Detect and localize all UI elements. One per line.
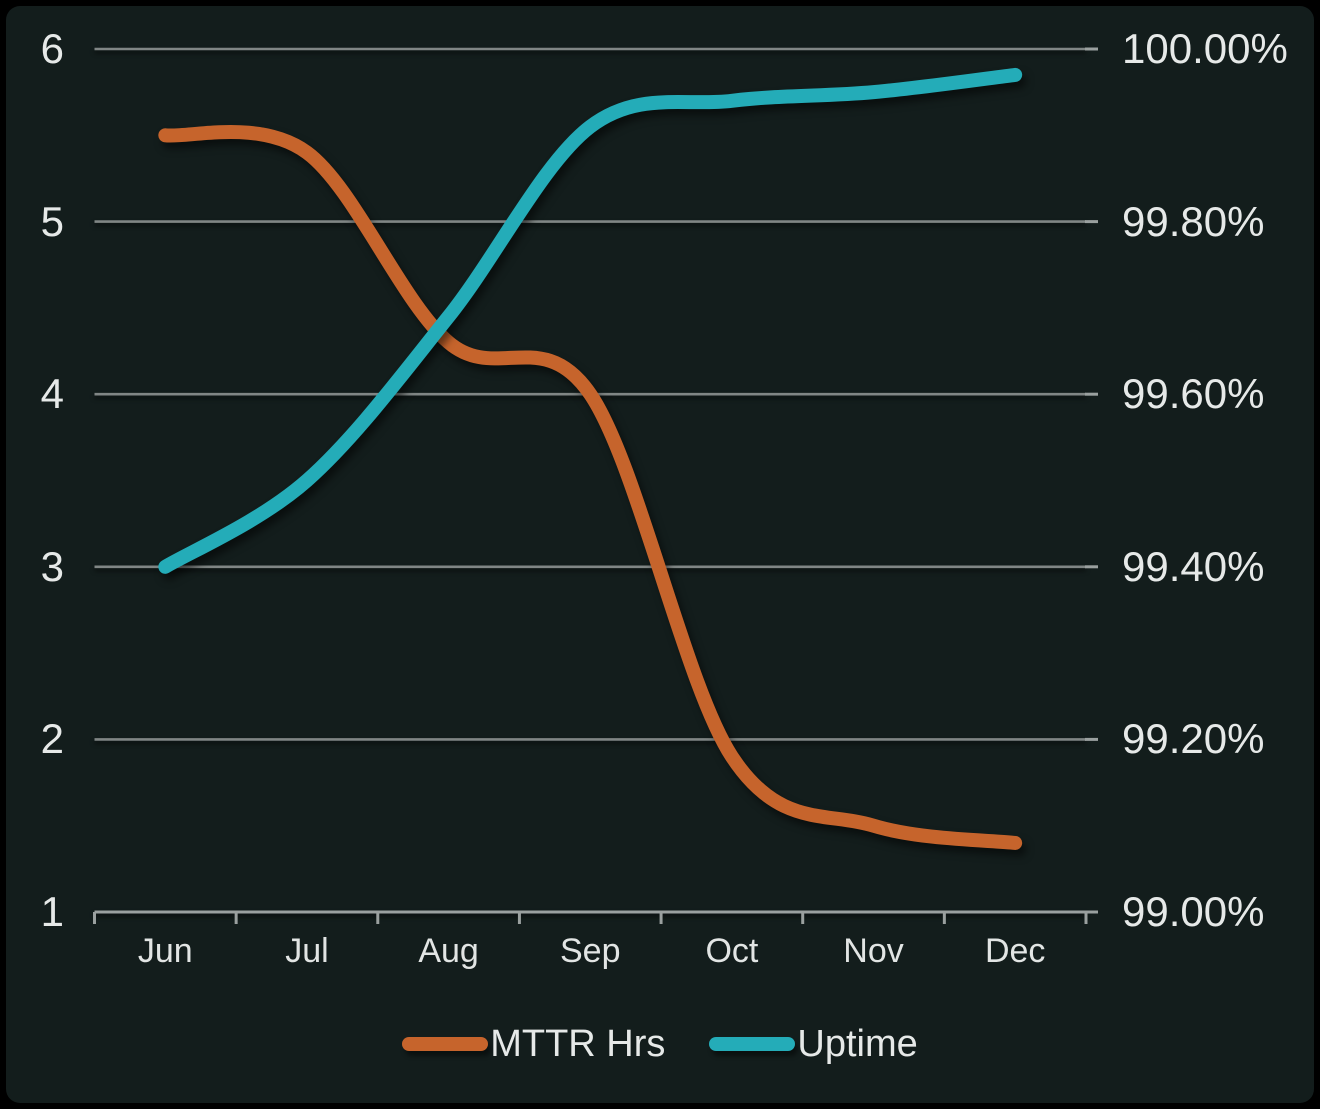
x-axis-category-label: Nov: [843, 932, 904, 970]
left-axis-tick-label: 3: [40, 542, 64, 590]
right-axis-tick-label: 99.40%: [1122, 542, 1265, 590]
x-axis-category-label: Jun: [137, 932, 193, 970]
legend-swatch: [709, 1037, 796, 1051]
x-axis-category-label: Oct: [705, 932, 759, 970]
legend-swatch: [402, 1037, 489, 1051]
legend-item-mttr-hrs: MTTR Hrs: [402, 1022, 665, 1066]
left-axis-tick-label: 2: [40, 715, 64, 763]
x-axis-category-label: Dec: [984, 932, 1046, 970]
right-axis-tick-label: 99.80%: [1122, 197, 1265, 245]
right-axis-tick-label: 99.00%: [1122, 888, 1265, 935]
series-line-mttr-hrs: [158, 125, 1023, 850]
left-axis-tick-label: 1: [40, 888, 64, 935]
right-axis-tick-label: 99.60%: [1122, 370, 1265, 418]
line-chart: 6 5 4 3 2 1 100.00% 99.80% 99.60% 99.40% 99.20% 99…: [6, 6, 1314, 1103]
x-axis-category-label: Aug: [418, 932, 479, 970]
series-line-uptime: [158, 67, 1023, 574]
right-axis-tick-label: 100.00%: [1122, 25, 1288, 72]
legend-label: MTTR Hrs: [490, 1023, 666, 1065]
x-axis-category-label: Jul: [285, 932, 329, 970]
chart-legend: MTTR Hrs Uptime: [6, 1016, 1314, 1072]
legend-item-uptime: Uptime: [709, 1022, 918, 1066]
left-axis-tick-label: 4: [40, 370, 64, 418]
legend-label: Uptime: [797, 1023, 918, 1065]
x-axis-category-label: Sep: [560, 932, 621, 970]
left-axis-tick-label: 5: [40, 197, 64, 245]
right-axis-tick-label: 99.20%: [1122, 715, 1265, 763]
plot-area: [93, 47, 1098, 924]
left-axis-tick-label: 6: [40, 25, 64, 72]
